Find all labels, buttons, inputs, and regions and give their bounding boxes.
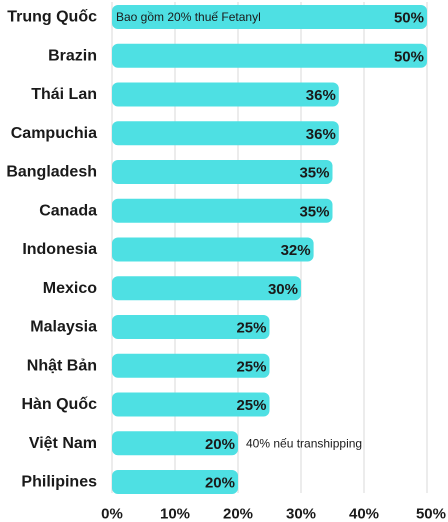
- x-tick-label-5: 50%: [416, 506, 446, 522]
- bar-2: [112, 82, 339, 107]
- category-label-5: Canada: [39, 202, 97, 219]
- x-tick-label-1: 10%: [160, 506, 190, 522]
- category-label-3: Campuchia: [11, 125, 97, 142]
- category-label-0: Trung Quốc: [7, 9, 97, 26]
- value-label-11: 20%: [205, 436, 235, 453]
- annotations: Bao gồm 20% thuế Fetanyl 40% nếu tranship…: [116, 10, 362, 450]
- category-label-8: Malaysia: [30, 319, 97, 336]
- value-label-0: 50%: [394, 10, 424, 27]
- value-label-6: 32%: [281, 242, 311, 259]
- bar-9: [112, 353, 270, 378]
- value-label-10: 25%: [236, 397, 266, 414]
- bar-3: [112, 121, 339, 146]
- value-label-7: 30%: [268, 281, 298, 298]
- category-label-4: Bangladesh: [6, 164, 97, 181]
- x-tick-label-0: 0%: [101, 506, 123, 522]
- bar-8: [112, 315, 270, 339]
- value-label-4: 35%: [299, 165, 329, 182]
- value-label-12: 20%: [205, 475, 235, 492]
- annotation-1: 40% nếu transhipping: [246, 436, 362, 450]
- category-label-11: Việt Nam: [29, 435, 97, 452]
- value-labels: 50% 50% 36% 36% 35% 35% 32% 30% 25% 25% 25% 20% 20%: [205, 10, 424, 492]
- bar-0: [112, 5, 427, 29]
- category-label-1: Brazin: [48, 47, 97, 64]
- value-label-3: 36%: [306, 126, 336, 143]
- bar-7: [112, 276, 301, 301]
- bar-5: [112, 198, 333, 223]
- bar-10: [112, 392, 270, 417]
- bar-4: [112, 160, 333, 184]
- bar-11: [112, 431, 238, 456]
- value-label-8: 25%: [236, 320, 266, 337]
- category-label-12: Philipines: [21, 474, 97, 491]
- annotation-0: Bao gồm 20% thuế Fetanyl: [116, 10, 261, 24]
- x-tick-labels: 0% 10% 20% 30% 40% 50%: [101, 506, 446, 522]
- category-label-6: Indonesia: [22, 241, 97, 258]
- x-tick-label-3: 30%: [286, 506, 316, 522]
- category-label-10: Hàn Quốc: [21, 396, 97, 413]
- bar-12: [112, 470, 238, 494]
- category-label-9: Nhật Bản: [27, 357, 97, 374]
- value-label-1: 50%: [394, 48, 424, 65]
- category-label-7: Mexico: [43, 280, 97, 297]
- category-label-2: Thái Lan: [31, 86, 97, 103]
- category-labels: Trung Quốc Brazin Thái Lan Campuchia Banglad…: [6, 9, 97, 491]
- bar-1: [112, 43, 427, 68]
- value-label-9: 25%: [236, 358, 266, 375]
- bars: [112, 5, 427, 494]
- x-tick-label-4: 40%: [349, 506, 379, 522]
- bar-6: [112, 237, 314, 262]
- value-label-2: 36%: [306, 87, 336, 104]
- x-tick-label-2: 20%: [223, 506, 253, 522]
- value-label-5: 35%: [299, 203, 329, 220]
